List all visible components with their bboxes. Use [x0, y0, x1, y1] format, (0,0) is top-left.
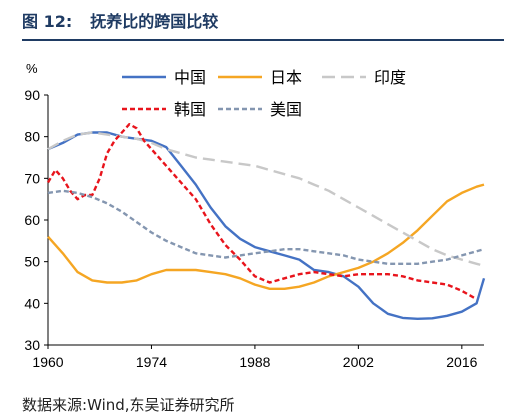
legend-label-5: 美国: [270, 100, 302, 119]
figure-label: 图 12:: [22, 12, 73, 31]
legend-label-4: 韩国: [174, 100, 206, 119]
y-tick-label: 70: [24, 170, 40, 186]
series-line-3: [47, 131, 485, 267]
legend-label-2: 日本: [270, 68, 302, 87]
series-line-5: [47, 189, 485, 266]
series-line-4: [46, 122, 478, 301]
y-tick-label: 30: [24, 337, 40, 353]
x-tick-label: 2002: [343, 354, 374, 370]
x-tick-label: 1960: [32, 354, 63, 370]
x-tick-label: 1988: [239, 354, 270, 370]
source-note: 数据来源:Wind,东吴证券研究所: [22, 394, 235, 415]
series-line-2: [47, 183, 485, 291]
legend-label-3: 印度: [374, 68, 406, 87]
y-tick-label: 40: [24, 295, 40, 311]
y-tick-label: 90: [24, 87, 40, 103]
y-tick-label: 60: [24, 212, 40, 228]
series-line-1: [47, 131, 486, 320]
figure-title: 图 12: 抚养比的跨国比较: [22, 8, 219, 31]
y-tick-label: 80: [24, 129, 40, 145]
x-tick-label: 2016: [446, 354, 477, 370]
legend-label-1: 中国: [174, 68, 206, 87]
x-tick-label: 1974: [136, 354, 167, 370]
title-rule: [22, 39, 504, 41]
line-chart: 30 40 50 60 70 80 90% 1960 1974 1988 2002 2016 中国 日本 印…: [24, 61, 486, 370]
source-text: Wind,东吴证券研究所: [87, 396, 235, 414]
y-tick-label: 50: [24, 254, 40, 270]
y-axis-label: %: [26, 61, 38, 76]
figure-title-text: 抚养比的跨国比较: [90, 12, 219, 31]
source-label: 数据来源:: [22, 396, 88, 414]
